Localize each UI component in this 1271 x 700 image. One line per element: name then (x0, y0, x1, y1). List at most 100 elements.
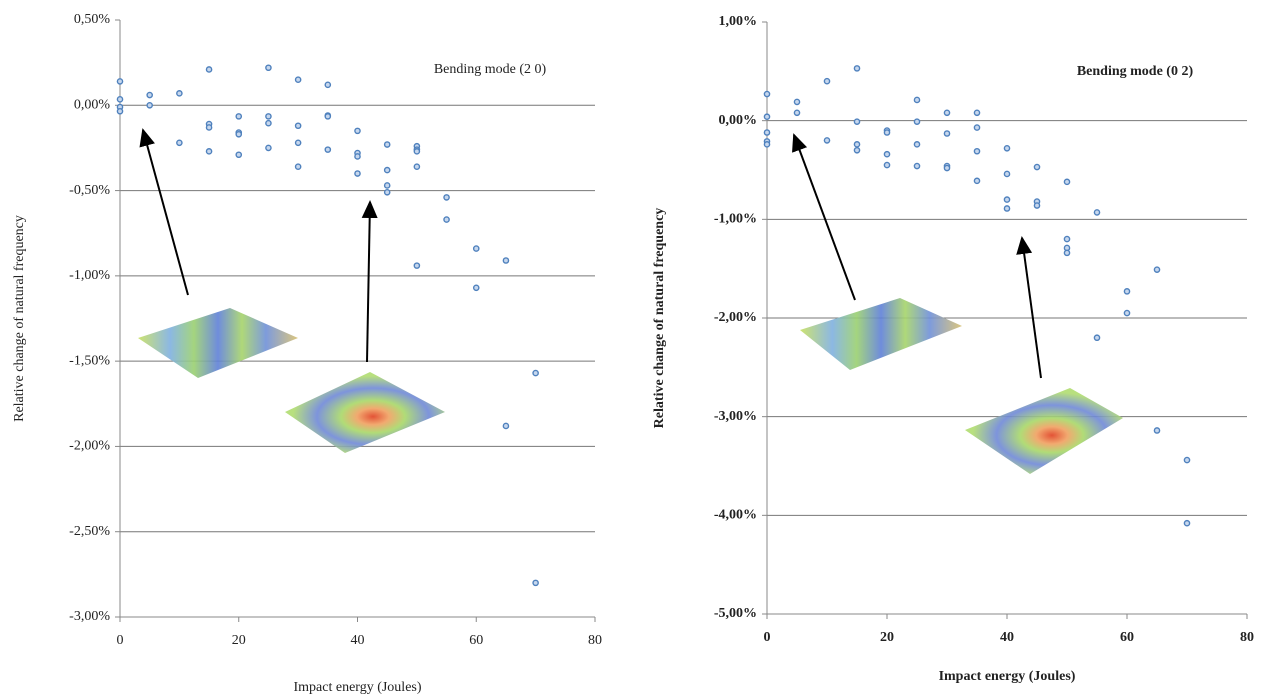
point (793, 98, 801, 106)
y-tick-label: -5,00% (714, 606, 757, 621)
x-tick-label: 60 (469, 633, 483, 648)
point (383, 166, 391, 174)
x-tick-label: 80 (1240, 630, 1254, 645)
point (502, 422, 510, 430)
point (235, 130, 243, 138)
point (146, 101, 153, 109)
point (943, 130, 951, 137)
y-tick-label: -4,00% (714, 508, 757, 523)
mode-shapes (138, 298, 1123, 474)
point (383, 188, 391, 196)
point (943, 164, 951, 172)
y-tick-label: 0,00% (719, 113, 758, 128)
point (1093, 209, 1101, 216)
point (973, 147, 981, 155)
point (383, 182, 391, 189)
point (116, 78, 124, 85)
point (413, 148, 421, 155)
y-tick-label: -0,50% (69, 183, 110, 198)
point (1123, 288, 1131, 295)
point (973, 124, 981, 131)
point (443, 216, 450, 223)
point (913, 141, 921, 148)
y-tick-label: -2,00% (714, 310, 757, 325)
point (913, 162, 921, 170)
point (294, 163, 302, 170)
point (883, 129, 891, 136)
point (205, 124, 213, 131)
point (324, 81, 332, 89)
point (383, 141, 391, 148)
point (1063, 249, 1071, 257)
y-tick-label: -1,00% (714, 212, 757, 227)
point (265, 113, 272, 120)
point (973, 177, 981, 185)
point (294, 139, 302, 147)
point (205, 66, 213, 73)
point (502, 257, 510, 264)
point (176, 90, 183, 97)
point (973, 109, 981, 117)
point (116, 96, 124, 103)
y-tick-label: -3,00% (69, 609, 110, 624)
point (853, 118, 861, 125)
point (472, 245, 480, 252)
x-tick-label: 20 (232, 633, 246, 648)
point (913, 96, 921, 104)
y-tick-label: 0,50% (74, 12, 111, 27)
point (235, 151, 243, 159)
point (793, 109, 801, 117)
annotation: Bending mode (2 0) (434, 62, 547, 77)
point (853, 65, 861, 72)
y-tick-label: -1,50% (69, 353, 110, 368)
point (1093, 334, 1101, 342)
point (1183, 456, 1191, 464)
point (354, 127, 361, 135)
point (294, 122, 302, 130)
point (146, 91, 153, 99)
point (763, 129, 771, 136)
point (913, 118, 921, 125)
x-tick-label: 0 (117, 633, 124, 648)
point (532, 369, 539, 377)
point (235, 113, 243, 120)
x-tick-label: 40 (1000, 630, 1014, 645)
point (1123, 309, 1131, 317)
y-axis-label: Relative change of natural frequency (12, 215, 27, 422)
point (823, 77, 831, 85)
point (532, 579, 539, 587)
point (883, 150, 891, 158)
point (324, 113, 332, 120)
point (265, 64, 272, 72)
x-tick-label: 40 (351, 633, 365, 648)
point (354, 170, 361, 177)
point (1153, 266, 1161, 273)
point (265, 144, 272, 152)
y-tick-label: -2,00% (69, 439, 110, 454)
point (1063, 178, 1071, 186)
point (763, 113, 771, 121)
y-tick-label: -2,50% (69, 524, 110, 539)
x-tick-label: 80 (588, 633, 602, 648)
point (116, 107, 124, 115)
y-tick-label: -1,00% (69, 268, 110, 283)
point (472, 284, 480, 292)
point (294, 76, 302, 83)
y-tick-label: 0,00% (74, 98, 111, 113)
point (763, 141, 771, 148)
arrows (139, 128, 1042, 379)
point (1003, 170, 1011, 178)
point (354, 153, 361, 160)
point (1153, 427, 1161, 434)
plot: 1,00% 0,00% -1,00% -2,00% -3,00% -4,00% -5,00%… (652, 14, 1254, 684)
y-tick-label: -3,00% (714, 409, 757, 424)
point (443, 194, 450, 201)
point (1183, 519, 1191, 527)
point (324, 146, 332, 153)
annotation: Bending mode (0 2) (1077, 64, 1194, 79)
point (1033, 163, 1041, 171)
point (943, 109, 951, 117)
point (413, 262, 421, 269)
x-tick-label: 60 (1120, 630, 1134, 645)
